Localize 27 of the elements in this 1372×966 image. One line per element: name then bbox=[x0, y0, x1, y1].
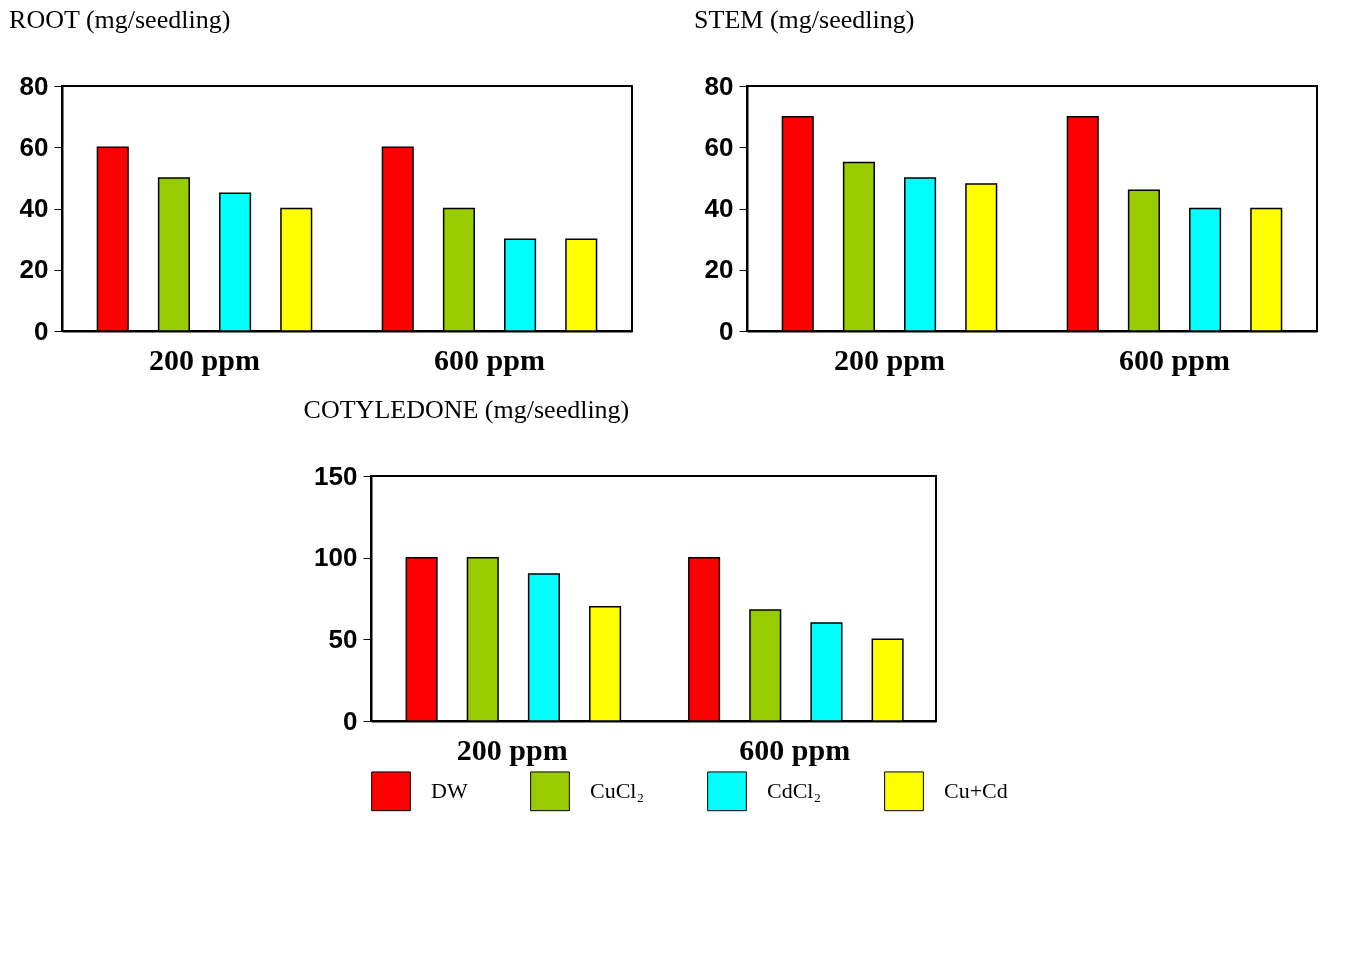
y-tick-label: 80 bbox=[704, 70, 734, 101]
y-tick-label: 0 bbox=[719, 315, 734, 346]
x-tick-label: 600 ppm bbox=[434, 342, 545, 376]
legend-label: CdCl₂ bbox=[767, 778, 822, 804]
chart-title: ROOT (mg/seedling) bbox=[9, 5, 231, 34]
y-tick-label: 50 bbox=[328, 623, 358, 654]
legend-label: CuCl₂ bbox=[590, 778, 645, 804]
y-tick-label: 60 bbox=[704, 131, 734, 162]
y-tick-label: 80 bbox=[19, 70, 49, 101]
y-tick-label: 20 bbox=[704, 254, 734, 285]
y-tick-label: 0 bbox=[34, 315, 49, 346]
x-tick-label: 200 ppm bbox=[834, 342, 945, 376]
y-tick-label: 60 bbox=[19, 131, 49, 162]
y-tick-label: 20 bbox=[19, 254, 49, 285]
x-tick-label: 200 ppm bbox=[149, 342, 260, 376]
y-tick-label: 40 bbox=[19, 193, 49, 223]
chart-title: STEM (mg/seedling) bbox=[694, 5, 915, 34]
y-tick-label: 100 bbox=[314, 542, 358, 573]
chart-title: COTYLEDONE (mg/seedling) bbox=[303, 395, 630, 424]
x-tick-label: 200 ppm bbox=[456, 732, 568, 766]
x-tick-label: 600 ppm bbox=[1119, 342, 1230, 376]
legend-label: Cu+Cd bbox=[944, 778, 1008, 804]
legend-label: DW bbox=[431, 778, 468, 804]
y-tick-label: 40 bbox=[704, 193, 734, 223]
y-tick-label: 150 bbox=[314, 460, 358, 491]
y-tick-label: 0 bbox=[343, 705, 358, 736]
x-tick-label: 600 ppm bbox=[739, 732, 851, 766]
